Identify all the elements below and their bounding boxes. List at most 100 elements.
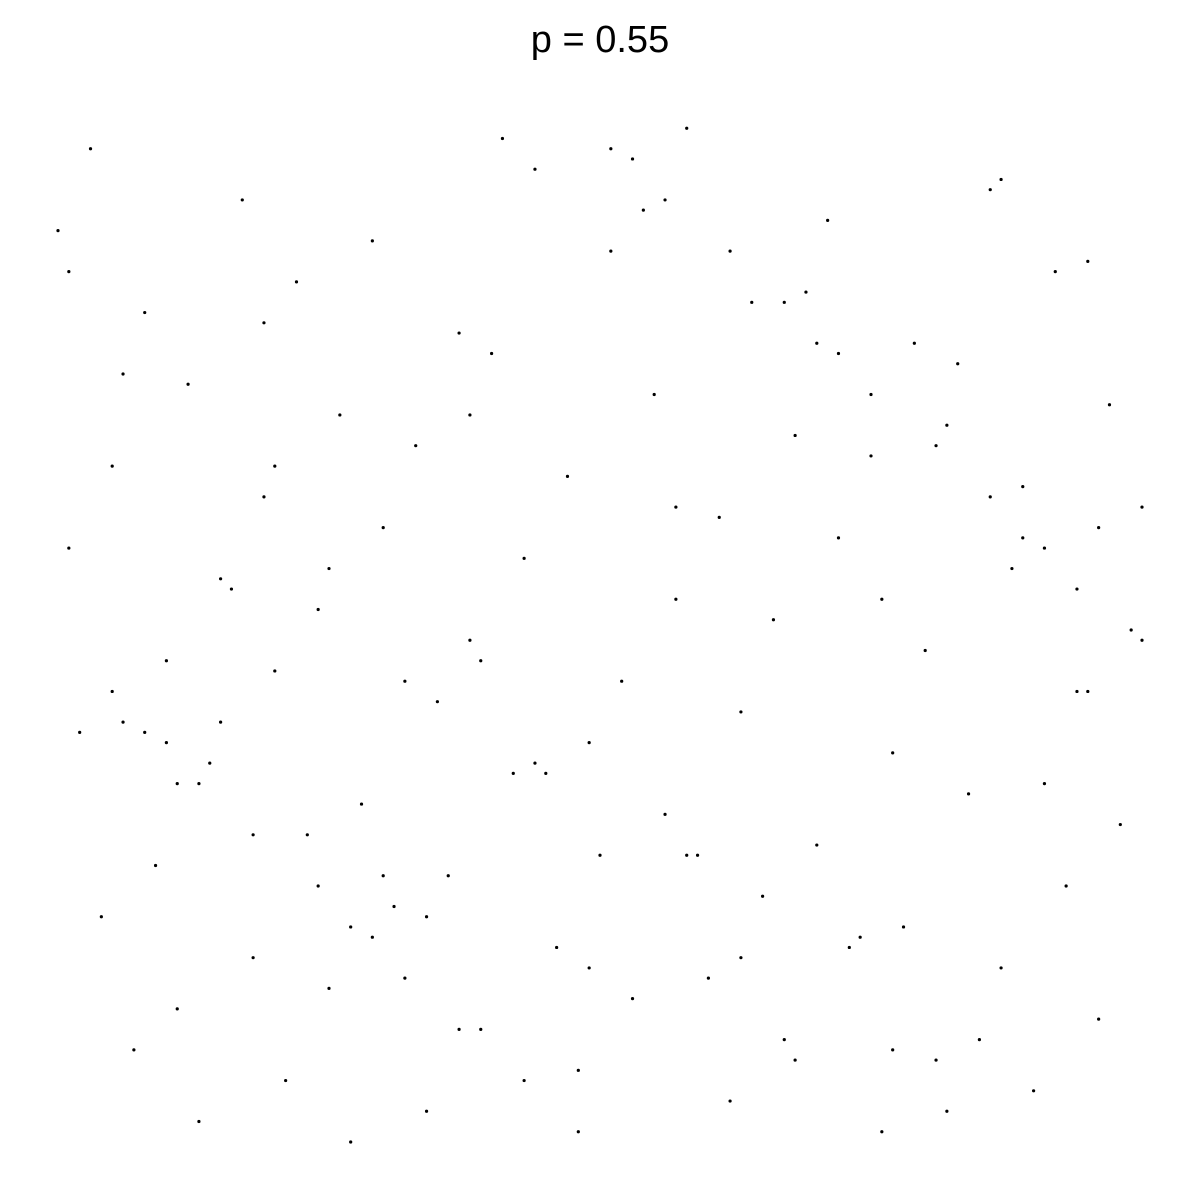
point xyxy=(262,495,266,499)
point xyxy=(175,782,179,786)
point xyxy=(609,147,613,151)
point xyxy=(522,556,526,560)
point xyxy=(804,290,808,294)
point xyxy=(533,761,537,765)
point xyxy=(663,198,667,202)
point xyxy=(1086,689,1090,694)
point xyxy=(468,638,472,642)
point xyxy=(511,771,515,775)
point xyxy=(284,1078,288,1083)
point xyxy=(641,208,645,212)
point xyxy=(923,648,927,653)
point xyxy=(88,147,93,151)
point xyxy=(1075,587,1079,591)
point xyxy=(988,188,992,192)
point xyxy=(273,669,277,673)
point xyxy=(1064,884,1068,888)
point xyxy=(457,331,461,335)
point xyxy=(695,853,700,857)
point xyxy=(121,720,125,724)
point xyxy=(392,904,396,909)
point xyxy=(815,341,819,345)
point xyxy=(403,679,407,683)
point xyxy=(815,843,819,847)
point xyxy=(251,833,255,837)
point xyxy=(229,587,234,591)
point xyxy=(587,966,591,970)
point xyxy=(164,659,168,663)
point xyxy=(761,894,765,898)
point xyxy=(934,1058,938,1062)
point xyxy=(219,720,223,724)
point xyxy=(587,741,591,745)
point xyxy=(359,802,364,806)
point xyxy=(576,1130,580,1134)
point xyxy=(869,454,873,458)
point xyxy=(1042,782,1047,786)
point xyxy=(652,392,656,397)
point xyxy=(273,464,277,468)
point xyxy=(121,372,125,376)
point xyxy=(490,351,494,356)
point xyxy=(175,1007,179,1011)
point xyxy=(403,976,407,980)
point xyxy=(197,1119,201,1124)
point xyxy=(717,515,721,519)
point xyxy=(99,915,103,919)
point xyxy=(219,577,223,581)
point xyxy=(782,1038,786,1042)
point xyxy=(143,730,147,735)
point xyxy=(728,1099,732,1103)
point xyxy=(251,956,255,960)
point xyxy=(370,935,374,939)
point xyxy=(132,1048,136,1052)
point xyxy=(1086,259,1090,263)
point xyxy=(826,218,830,222)
point xyxy=(793,433,797,438)
point xyxy=(349,925,353,929)
point xyxy=(977,1038,982,1042)
point xyxy=(891,1048,895,1052)
point xyxy=(999,966,1003,970)
point xyxy=(110,464,114,468)
point xyxy=(414,444,418,448)
point xyxy=(153,863,158,868)
point xyxy=(934,444,938,448)
chart-title: p = 0.55 xyxy=(531,19,669,61)
point xyxy=(316,884,320,888)
point xyxy=(78,730,82,735)
point xyxy=(771,618,776,622)
point xyxy=(457,1027,461,1031)
point xyxy=(945,1109,949,1113)
point xyxy=(1053,270,1057,274)
point xyxy=(1129,628,1133,632)
point xyxy=(240,198,244,202)
point xyxy=(901,925,906,929)
point xyxy=(620,679,624,683)
point xyxy=(327,566,331,571)
point xyxy=(956,362,960,366)
point xyxy=(555,945,559,950)
point xyxy=(945,423,949,427)
point xyxy=(858,935,862,939)
point xyxy=(630,997,635,1001)
point xyxy=(1010,566,1014,571)
point xyxy=(381,874,385,878)
point xyxy=(880,597,884,601)
point xyxy=(522,1078,526,1083)
point xyxy=(186,382,190,386)
point xyxy=(966,792,971,796)
point xyxy=(1118,822,1122,827)
point xyxy=(468,413,472,417)
point xyxy=(446,874,450,878)
point xyxy=(739,710,743,714)
point xyxy=(479,659,483,663)
point xyxy=(598,853,602,857)
point xyxy=(988,495,992,499)
point xyxy=(706,976,711,980)
point xyxy=(674,597,678,601)
point xyxy=(728,249,732,253)
point xyxy=(793,1058,797,1062)
point xyxy=(630,157,635,161)
